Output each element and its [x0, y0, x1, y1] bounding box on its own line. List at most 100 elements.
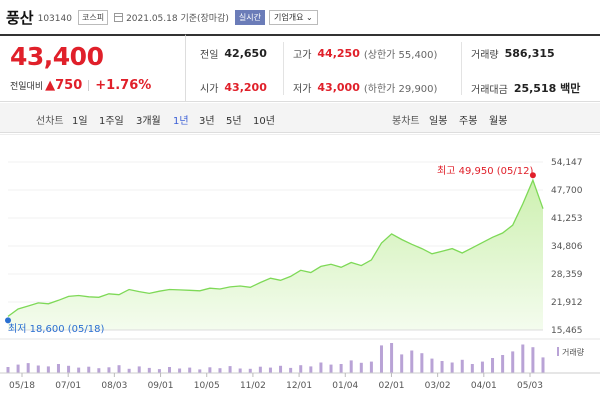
volume-bar — [218, 368, 222, 373]
volume-bar — [157, 369, 161, 373]
price-area — [8, 180, 543, 330]
price-chart-svg: 54,147 47,700 41,253 34,806 28,359 21,912 15,4… — [0, 133, 600, 391]
volume-bar — [87, 366, 91, 373]
volume-bar — [440, 361, 444, 373]
period-3m[interactable]: 3개월 — [136, 116, 161, 127]
volume-bar — [329, 364, 333, 373]
volume-bar — [117, 365, 121, 373]
plot-layer — [5, 161, 544, 331]
volume-bar — [77, 367, 81, 373]
volume-bar — [248, 368, 252, 373]
volume-label: 거래량 — [471, 50, 499, 61]
low-price: 저가 43,000 (하한가 29,900) — [293, 80, 437, 95]
volume-bar — [178, 368, 182, 373]
volume-bar — [208, 367, 212, 373]
x-tick-label: 12/01 — [286, 381, 312, 391]
volume-bar — [480, 361, 484, 373]
volume-bar — [470, 364, 474, 373]
period-5y[interactable]: 5년 — [226, 116, 242, 127]
volume-bar — [319, 362, 323, 373]
low-value: 43,000 — [317, 81, 360, 94]
high-value: 44,250 — [317, 47, 360, 60]
volume-bar — [46, 366, 50, 373]
volume-bar — [460, 359, 464, 373]
x-tick-label: 11/02 — [240, 381, 266, 391]
open-price: 시가 43,200 — [200, 80, 267, 95]
volume-bar — [67, 365, 71, 373]
low-marker — [5, 317, 11, 324]
period-1w[interactable]: 1주일 — [99, 116, 124, 127]
y-tick-label: 47,700 — [551, 186, 583, 196]
realtime-button[interactable]: 실시간 — [234, 9, 265, 25]
volume-bar — [97, 368, 101, 373]
volume-bar — [379, 345, 383, 373]
volume-bar — [168, 367, 172, 373]
volume-bar — [16, 364, 20, 373]
candle-weekly[interactable]: 주봉 — [459, 116, 478, 127]
volume-bar — [541, 357, 545, 373]
amount-stat: 거래대금 25,518 백만 — [471, 80, 580, 96]
volume-bar — [420, 353, 424, 373]
stock-header: 풍산 103140 코스피 2021.05.18 기준(장마감) 실시간 기업개… — [6, 6, 318, 28]
volume-bar — [400, 354, 404, 373]
price-panel: 43,400 전일대비 ▲750 +1.76% — [0, 34, 185, 102]
volume-layer — [0, 338, 600, 374]
x-tick-label: 01/04 — [332, 381, 358, 391]
y-tick-label: 41,253 — [551, 214, 583, 224]
low-annotation: 최저 18,600 (05/18) — [8, 323, 104, 335]
change-value: ▲750 — [45, 78, 83, 93]
volume-bar — [531, 347, 535, 373]
x-tick-label: 04/01 — [471, 381, 497, 391]
y-tick-label: 28,359 — [551, 270, 583, 280]
volume-bar — [258, 366, 262, 373]
volume-stat: 거래량 586,315 — [471, 46, 555, 61]
volume-bar — [268, 367, 272, 373]
volume-bar — [36, 365, 40, 373]
volume-bar — [369, 361, 373, 373]
price-chart: 54,147 47,700 41,253 34,806 28,359 21,912 15,4… — [0, 133, 600, 405]
volume-bar — [430, 358, 434, 373]
stock-name: 풍산 — [6, 8, 34, 27]
calendar-icon — [114, 12, 124, 22]
low-label: 저가 — [293, 84, 312, 95]
high-label: 고가 — [293, 50, 312, 61]
volume-bar — [26, 363, 30, 373]
volume-bar — [238, 368, 242, 373]
x-tick-label: 05/03 — [517, 381, 543, 391]
candle-chart-label: 봉차트 — [392, 116, 420, 127]
market-badge: 코스피 — [77, 9, 109, 25]
current-price: 43,400 — [10, 42, 104, 71]
period-3y[interactable]: 3년 — [199, 116, 215, 127]
volume-bar — [228, 366, 232, 373]
volume-value: 586,315 — [504, 47, 555, 60]
high-marker — [529, 172, 536, 179]
period-1d[interactable]: 1일 — [72, 116, 88, 127]
open-value: 43,200 — [224, 81, 267, 94]
divider — [283, 42, 284, 95]
chart-toolbar: 선차트 1일 1주일 3개월 1년 3년 5년 10년 봉차트 일봉 주봉 월봉 — [0, 103, 600, 133]
period-10y[interactable]: 10년 — [253, 116, 275, 127]
y-tick-label: 21,912 — [551, 298, 583, 308]
amount-label: 거래대금 — [471, 84, 508, 96]
volume-bar — [339, 364, 343, 373]
price-stats: 전일 42,650 시가 43,200 고가 44,250 (상한가 55,40… — [185, 34, 600, 102]
candle-daily[interactable]: 일봉 — [429, 116, 448, 127]
volume-bar — [6, 367, 10, 373]
volume-bar — [188, 367, 192, 373]
volume-bar — [501, 355, 505, 373]
prev-close: 전일 42,650 — [200, 46, 267, 61]
x-tick-label: 07/01 — [55, 381, 81, 391]
high-annotation: 최고 49,950 (05/12) — [437, 165, 533, 177]
x-tick-label: 05/18 — [9, 381, 35, 391]
x-tick-label: 08/03 — [101, 381, 127, 391]
period-1y[interactable]: 1년 — [173, 116, 189, 127]
base-date: 2021.05.18 기준(장마감) — [126, 13, 229, 24]
candle-monthly[interactable]: 월봉 — [489, 116, 508, 127]
company-overview-button[interactable]: 기업개요 ⌄ — [268, 9, 318, 25]
upper-limit: (상한가 55,400) — [363, 50, 438, 61]
volume-bar — [349, 360, 353, 373]
change-row: 전일대비 ▲750 +1.76% — [10, 78, 151, 93]
x-tick-label: 09/01 — [148, 381, 174, 391]
volume-bar — [107, 367, 111, 373]
volume-bar — [390, 343, 394, 373]
